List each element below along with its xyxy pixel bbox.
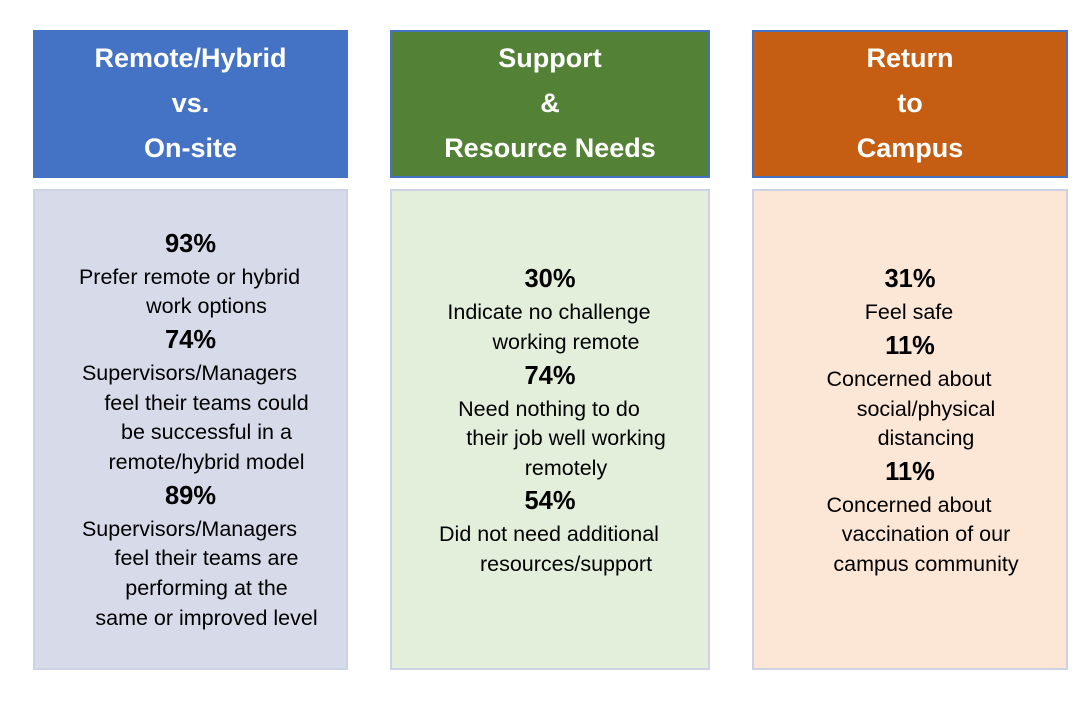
stat: 30% Indicate no challenge working remote bbox=[392, 261, 708, 357]
header-line: to bbox=[897, 88, 923, 119]
stat: 74% Supervisors/Managers feel their team… bbox=[35, 322, 346, 478]
stat-label: Need nothing to do their job well workin… bbox=[458, 396, 666, 480]
column-remote-hybrid-vs-onsite: Remote/Hybrid vs. On-site 93% Prefer rem… bbox=[33, 0, 348, 706]
column-return-to-campus: Return to Campus 31% Feel safe 11% Conce… bbox=[752, 0, 1068, 706]
stat-value: 54% bbox=[524, 487, 576, 516]
stat-label: Concerned about vaccination of our campu… bbox=[826, 492, 1019, 577]
stat: 93% Prefer remote or hybrid work options bbox=[35, 226, 346, 322]
header-line: & bbox=[540, 88, 560, 119]
stat-label: Concerned about social/physical distanci… bbox=[826, 366, 996, 451]
return-campus-header: Return to Campus bbox=[752, 30, 1068, 178]
stat-value: 11% bbox=[885, 331, 935, 360]
stat-value: 74% bbox=[164, 326, 217, 355]
remote-hybrid-body-panel: 93% Prefer remote or hybrid work options… bbox=[33, 189, 348, 670]
header-line: Support bbox=[498, 42, 602, 73]
remote-hybrid-header: Remote/Hybrid vs. On-site bbox=[33, 30, 348, 178]
stat: 11% Concerned about social/physical dist… bbox=[754, 328, 1066, 454]
support-needs-header: Support & Resource Needs bbox=[390, 30, 710, 178]
stat: 11% Concerned about vaccination of our c… bbox=[754, 454, 1066, 580]
header-line: Campus bbox=[856, 133, 964, 164]
stat-label: Feel safe bbox=[864, 300, 954, 325]
header-line: vs. bbox=[171, 88, 210, 119]
header-line: Resource Needs bbox=[444, 133, 656, 164]
header-line: Return bbox=[866, 42, 954, 73]
stat-value: 74% bbox=[524, 361, 576, 390]
stat-value: 93% bbox=[164, 229, 217, 258]
stat-value: 89% bbox=[164, 481, 217, 510]
stat: 89% Supervisors/Managers feel their team… bbox=[35, 478, 346, 634]
stat-label: Supervisors/Managers feel their teams ar… bbox=[81, 516, 318, 630]
header-line: Remote/Hybrid bbox=[94, 42, 287, 73]
return-campus-body-panel: 31% Feel safe 11% Concerned about social… bbox=[752, 189, 1068, 670]
stat: 74% Need nothing to do their job well wo… bbox=[392, 358, 708, 484]
stat-label: Prefer remote or hybrid work options bbox=[78, 264, 301, 319]
stat-label: Did not need additional resources/suppor… bbox=[439, 522, 659, 577]
stat: 31% Feel safe bbox=[754, 261, 1066, 328]
stat-label: Indicate no challenge working remote bbox=[447, 300, 651, 354]
header-line: On-site bbox=[143, 133, 237, 164]
stat-value: 30% bbox=[524, 265, 576, 294]
column-support-resource-needs: Support & Resource Needs 30% Indicate no… bbox=[390, 0, 710, 706]
stat-value: 11% bbox=[885, 457, 935, 486]
stat: 54% Did not need additional resources/su… bbox=[392, 483, 708, 579]
stat-label: Supervisors/Managers feel their teams co… bbox=[81, 361, 309, 474]
stat-value: 31% bbox=[884, 265, 936, 294]
support-needs-body-panel: 30% Indicate no challenge working remote… bbox=[390, 189, 710, 670]
